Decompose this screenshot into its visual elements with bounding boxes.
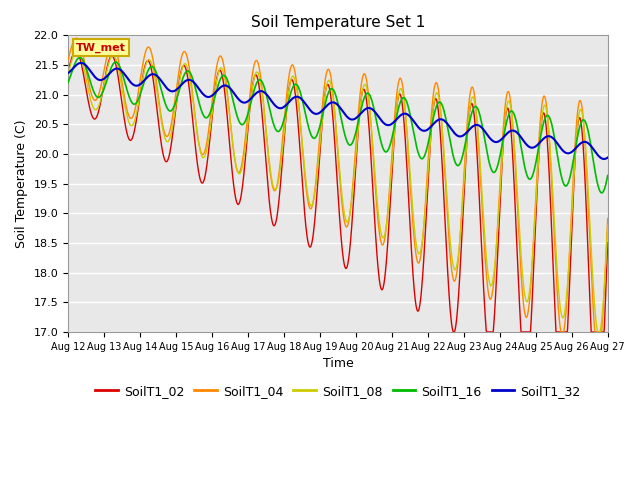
Line: SoilT1_16: SoilT1_16 <box>68 58 608 193</box>
SoilT1_04 <box>245 101 253 107</box>
SoilT1_16 <box>422 149 429 155</box>
Title: Soil Temperature Set 1: Soil Temperature Set 1 <box>251 15 425 30</box>
SoilT1_02 <box>422 220 429 226</box>
Line: SoilT1_08: SoilT1_08 <box>68 51 608 332</box>
SoilT1_08 <box>74 48 81 54</box>
SoilT1_08 <box>64 71 72 77</box>
SoilT1_04 <box>604 216 612 221</box>
SoilT1_32 <box>64 70 72 76</box>
SoilT1_02 <box>493 271 500 277</box>
X-axis label: Time: Time <box>323 357 353 370</box>
SoilT1_32 <box>604 155 612 160</box>
Legend: SoilT1_02, SoilT1_04, SoilT1_08, SoilT1_16, SoilT1_32: SoilT1_02, SoilT1_04, SoilT1_08, SoilT1_… <box>90 380 586 403</box>
SoilT1_04 <box>493 244 500 250</box>
SoilT1_02 <box>172 108 179 114</box>
SoilT1_08 <box>493 244 500 250</box>
SoilT1_32 <box>77 60 84 66</box>
SoilT1_02 <box>245 116 253 121</box>
SoilT1_08 <box>185 69 193 75</box>
SoilT1_02 <box>604 240 612 245</box>
SoilT1_02 <box>541 111 548 117</box>
SoilT1_04 <box>540 93 548 99</box>
SoilT1_04 <box>557 329 565 335</box>
SoilT1_08 <box>540 103 548 109</box>
SoilT1_16 <box>172 100 179 106</box>
SoilT1_32 <box>185 77 193 83</box>
SoilT1_08 <box>245 114 253 120</box>
SoilT1_32 <box>245 98 253 104</box>
SoilT1_02 <box>450 329 458 335</box>
SoilT1_08 <box>594 329 602 335</box>
SoilT1_16 <box>245 108 253 113</box>
SoilT1_04 <box>72 35 80 41</box>
SoilT1_04 <box>64 57 72 62</box>
SoilT1_32 <box>422 128 429 133</box>
SoilT1_16 <box>604 173 612 179</box>
Line: SoilT1_02: SoilT1_02 <box>68 51 608 332</box>
SoilT1_16 <box>493 167 500 172</box>
Line: SoilT1_04: SoilT1_04 <box>68 38 608 332</box>
Y-axis label: Soil Temperature (C): Soil Temperature (C) <box>15 120 28 248</box>
SoilT1_08 <box>172 106 179 112</box>
SoilT1_08 <box>422 200 429 205</box>
SoilT1_32 <box>172 87 179 93</box>
SoilT1_02 <box>185 80 193 85</box>
SoilT1_04 <box>422 194 429 200</box>
SoilT1_32 <box>600 156 608 162</box>
SoilT1_02 <box>72 48 80 54</box>
SoilT1_32 <box>540 135 548 141</box>
SoilT1_16 <box>64 80 72 85</box>
Line: SoilT1_32: SoilT1_32 <box>68 63 608 159</box>
SoilT1_16 <box>76 55 84 60</box>
SoilT1_16 <box>540 119 548 124</box>
SoilT1_08 <box>604 222 612 228</box>
SoilT1_04 <box>172 94 179 99</box>
SoilT1_04 <box>185 60 193 66</box>
Text: TW_met: TW_met <box>76 43 126 53</box>
SoilT1_16 <box>598 190 605 196</box>
SoilT1_02 <box>64 69 72 74</box>
SoilT1_32 <box>493 139 500 145</box>
SoilT1_16 <box>185 68 193 74</box>
